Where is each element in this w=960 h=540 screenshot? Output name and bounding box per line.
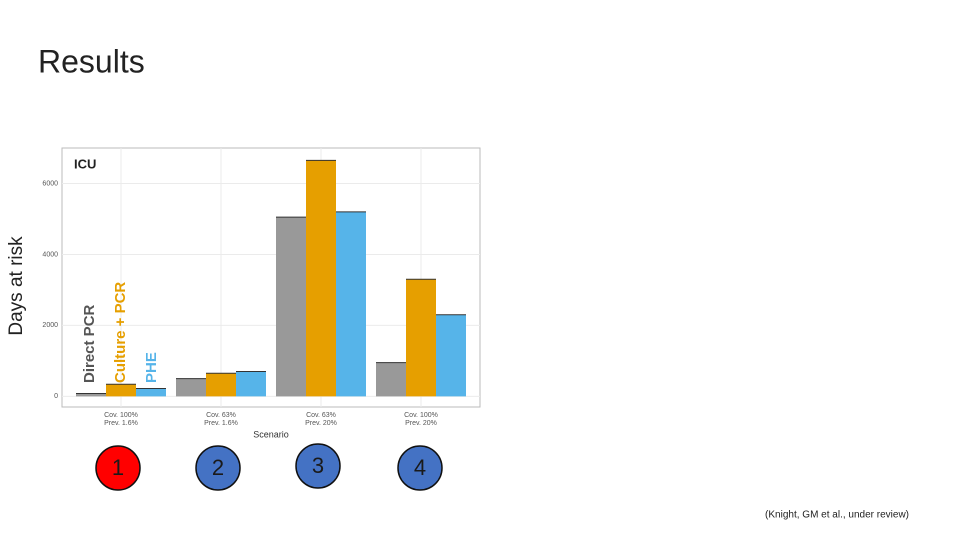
slide-title: Results — [38, 43, 145, 79]
badge-label: 4 — [414, 455, 426, 480]
bar — [76, 393, 106, 397]
y-axis-title: Days at risk — [6, 236, 27, 336]
y-tick-label: 2000 — [42, 322, 58, 329]
panel-label: ICU — [74, 156, 96, 171]
y-tick-label: 0 — [54, 393, 58, 400]
x-tick-label: Cov. 63% Prev. 1.6% — [204, 412, 238, 427]
x-axis-title: Scenario — [253, 429, 289, 439]
bar — [436, 314, 466, 397]
bar — [176, 378, 206, 397]
bar — [276, 217, 306, 397]
badge-label: 3 — [312, 453, 324, 478]
x-tick-label: Cov. 63% Prev. 20% — [305, 412, 337, 427]
bar — [336, 211, 366, 397]
bar — [106, 384, 136, 397]
bar — [136, 388, 166, 397]
legend-label: Culture + PCR — [112, 282, 129, 383]
bar — [406, 279, 436, 397]
legend-label: PHE — [143, 352, 160, 383]
legend-label: Direct PCR — [81, 304, 98, 383]
citation: (Knight, GM et al., under review) — [765, 510, 909, 521]
y-tick-label: 4000 — [42, 251, 58, 258]
badge — [397, 445, 443, 491]
badge — [195, 445, 241, 491]
badge-label: 1 — [112, 455, 124, 480]
x-tick-label: Cov. 100% Prev. 1.6% — [104, 412, 138, 427]
x-tick-label: Cov. 100% Prev. 20% — [404, 412, 438, 427]
badge — [295, 443, 341, 489]
bar — [236, 371, 266, 397]
bar — [306, 160, 336, 397]
y-tick-label: 6000 — [42, 180, 58, 187]
bar — [206, 373, 236, 397]
badge — [95, 445, 141, 491]
bar — [376, 362, 406, 397]
badge-label: 2 — [212, 455, 224, 480]
